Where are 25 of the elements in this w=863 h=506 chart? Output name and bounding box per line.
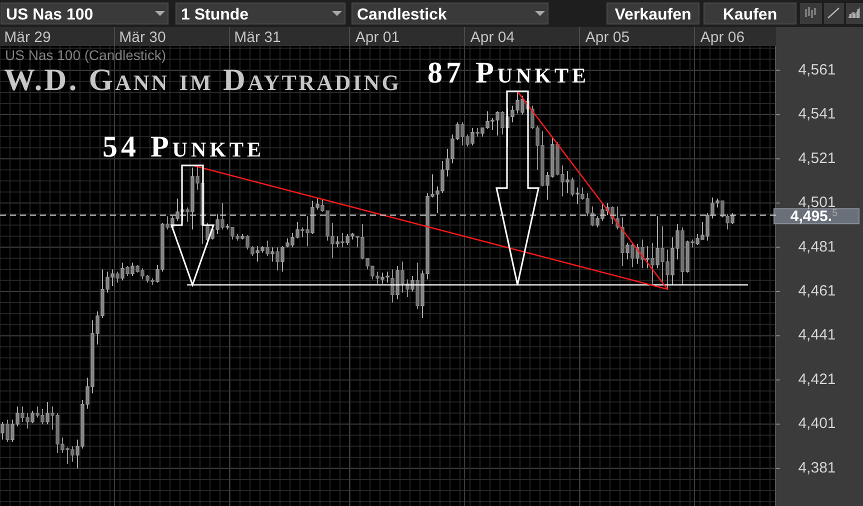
x-tick-label: Mär 29 [4,29,51,46]
x-tick-label: Apr 05 [585,29,630,46]
text: US Nas 100 [6,6,94,24]
y-tick-label: 4,441 [798,326,836,344]
y-tick-label: 4,481 [798,238,836,256]
y-tick-label: 4,561 [798,61,836,78]
y-tick-label: 4,541 [798,106,836,123]
x-tick-label: Apr 04 [470,29,515,46]
annotation: 87 Punkte [427,56,590,90]
chart-subtitle: US Nas 100 (Candlestick) [5,47,166,63]
text: W.D. Gann im Daytrading [4,62,402,97]
text: 1 Stunde [181,6,249,24]
y-tick-label: 4,381 [798,459,836,476]
y-tick-label: 4,521 [798,150,836,167]
y-tick-label: 4,461 [798,282,836,300]
text: Candlestick [357,6,447,24]
x-tick-label: Mär 30 [119,29,166,46]
annotation: 54 Punkte [102,130,265,164]
text: Kaufen [722,6,778,24]
y-tick-label: 4,421 [798,370,836,388]
x-tick-label: Mär 31 [234,29,281,46]
x-tick-label: Apr 01 [355,29,400,46]
y-tick-label: 4,401 [798,415,836,432]
text: Verkaufen [614,6,692,24]
x-tick-label: Apr 06 [700,29,745,46]
